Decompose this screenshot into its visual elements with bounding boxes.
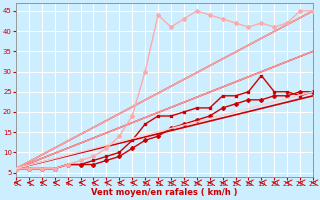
X-axis label: Vent moyen/en rafales ( km/h ): Vent moyen/en rafales ( km/h ) xyxy=(91,188,238,197)
